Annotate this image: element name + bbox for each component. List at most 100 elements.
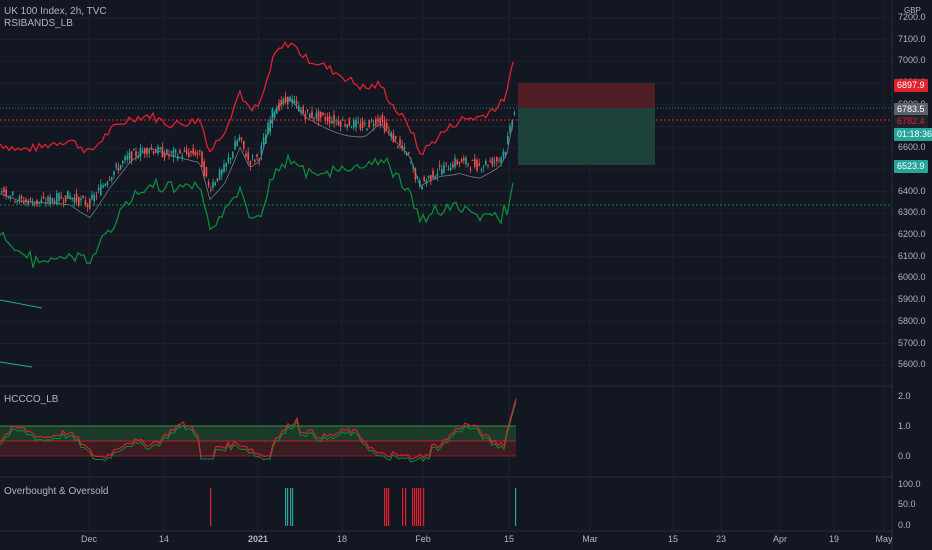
price-axis-tick: 6300.0 — [898, 207, 926, 218]
candle-body — [45, 202, 47, 204]
candle-body — [179, 150, 181, 154]
candle-body — [485, 160, 487, 165]
midline — [0, 99, 514, 219]
candle-body — [42, 196, 45, 199]
candle-body — [137, 155, 139, 159]
candle-body — [225, 162, 227, 167]
osc-signal-line — [0, 401, 517, 463]
candle-body — [254, 159, 256, 162]
candle-body — [493, 161, 496, 163]
candle-body — [357, 121, 359, 123]
stop-loss-zone — [518, 83, 655, 108]
candle-body — [218, 169, 221, 180]
candle-body — [238, 137, 241, 141]
candle-body — [337, 120, 340, 125]
candle-body — [434, 175, 436, 179]
candle-body — [476, 160, 478, 171]
candle-body — [454, 158, 456, 168]
candle-body — [128, 152, 131, 160]
candle-body — [427, 175, 430, 179]
candle-body — [298, 105, 300, 111]
candle-body — [405, 152, 408, 156]
candle-body — [496, 157, 498, 162]
oversold-bar — [412, 488, 414, 526]
oversold-bar — [210, 488, 212, 526]
time-axis-tick: May — [875, 534, 893, 544]
candle-body — [311, 111, 313, 119]
candle-body — [172, 149, 175, 157]
candle-body — [262, 137, 265, 145]
time-axis-tick: 14 — [158, 534, 170, 544]
candle-body — [313, 117, 315, 119]
candle-body — [353, 120, 355, 128]
candle-body — [62, 201, 65, 203]
candle-body — [166, 149, 168, 155]
candle-body — [104, 184, 106, 186]
candle-body — [199, 150, 201, 152]
candle-body — [291, 98, 293, 104]
candle-body — [203, 161, 205, 177]
candle-body — [177, 155, 179, 160]
candle-body — [284, 96, 287, 102]
candle-body — [348, 117, 351, 126]
indicator-rsibands-label[interactable]: RSIBANDS_LB — [4, 18, 73, 29]
candle-body — [207, 181, 210, 186]
candle-body — [58, 193, 60, 202]
candle-body — [324, 117, 326, 121]
candle-body — [84, 200, 87, 206]
symbol-title[interactable]: UK 100 Index, 2h, TVC — [4, 6, 107, 17]
candle-body — [276, 108, 278, 114]
candle-body — [130, 151, 133, 162]
candle-body — [372, 124, 375, 126]
osc-upper-zone — [0, 426, 516, 441]
candle-body — [183, 150, 186, 152]
candle-body — [383, 120, 386, 132]
price-axis-tick: 5600.0 — [898, 359, 926, 370]
candle-body — [73, 197, 76, 203]
candle-body — [150, 147, 153, 149]
candle-body — [282, 98, 285, 104]
oversold-bar — [416, 488, 418, 526]
candle-body — [181, 155, 183, 158]
candle-body — [236, 140, 238, 147]
candle-body — [126, 155, 128, 160]
time-axis-tick: 18 — [336, 534, 348, 544]
price-axis-tick: 6400.0 — [898, 185, 926, 196]
candle-body — [478, 163, 480, 166]
candle-body — [443, 164, 445, 174]
candle-body — [25, 199, 27, 202]
candle-body — [375, 118, 377, 125]
candle-body — [91, 194, 93, 200]
candle-body — [456, 160, 458, 165]
candle-body — [309, 113, 311, 119]
candle-body — [223, 164, 225, 173]
candle-body — [258, 159, 260, 161]
candle-body — [403, 147, 406, 149]
indicator-hcccco-label[interactable]: HCCCO_LB — [4, 394, 59, 405]
candle-body — [306, 109, 309, 112]
indicator-obos-label[interactable]: Overbought & Oversold — [4, 486, 109, 497]
time-axis-tick: 2021 — [247, 534, 269, 544]
candle-body — [53, 200, 56, 204]
candle-body — [31, 202, 34, 206]
time-axis-tick: Mar — [582, 534, 598, 544]
candle-body — [449, 167, 452, 171]
candle-body — [419, 180, 421, 187]
price-axis-tick: 5900.0 — [898, 294, 926, 305]
candle-body — [414, 168, 417, 180]
candle-body — [229, 158, 232, 160]
candle-body — [135, 151, 137, 157]
candle-body — [227, 157, 230, 163]
candle-body — [489, 160, 491, 162]
candle-body — [322, 112, 324, 115]
candle-body — [335, 120, 337, 122]
candle-body — [190, 151, 192, 153]
candle-body — [339, 121, 342, 127]
candle-body — [509, 125, 511, 133]
candle-body — [452, 163, 454, 168]
candle-body — [344, 124, 346, 126]
candle-body — [425, 180, 428, 184]
candle-body — [152, 151, 155, 154]
oversold-bar — [418, 488, 420, 526]
